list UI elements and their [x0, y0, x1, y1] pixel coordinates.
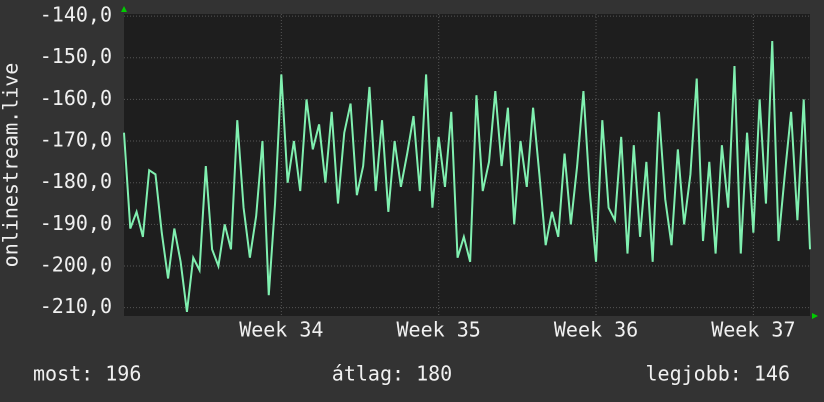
y-axis-label: onlinestream.live: [0, 63, 23, 268]
footer-best: legjobb: 146: [646, 362, 791, 386]
x-tick-label: Week 34: [239, 318, 323, 342]
y-tick-label: -200,0: [40, 253, 112, 277]
x-tick-label: Week 35: [397, 318, 481, 342]
y-tick-label: -150,0: [40, 44, 112, 68]
y-tick-label: -140,0: [40, 3, 112, 27]
y-tick-label: -210,0: [40, 294, 112, 318]
y-tick-label: -190,0: [40, 211, 112, 235]
y-tick-label: -180,0: [40, 169, 112, 193]
data-line: [123, 41, 811, 312]
footer-average: átlag: 180: [332, 362, 452, 386]
y-tick-label: -170,0: [40, 128, 112, 152]
x-axis-arrow: [812, 313, 818, 319]
footer-current: most: 196: [33, 362, 141, 386]
x-tick-label: Week 36: [554, 318, 638, 342]
y-axis-arrow: [121, 6, 127, 12]
y-tick-label: -160,0: [40, 86, 112, 110]
plot-area: [124, 14, 810, 316]
x-tick-label: Week 37: [711, 318, 795, 342]
